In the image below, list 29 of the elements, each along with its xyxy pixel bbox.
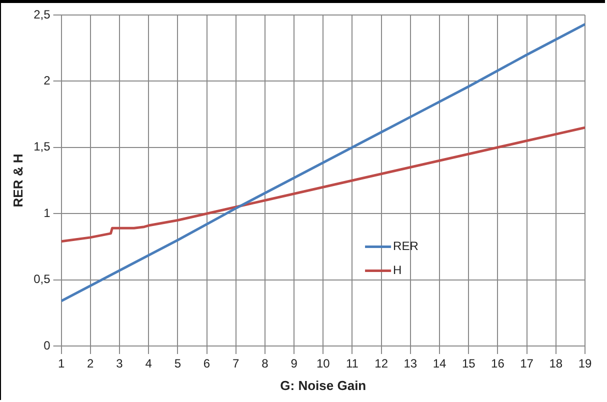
y-tick-label: 2 xyxy=(44,74,51,88)
y-tick-label: 0,5 xyxy=(34,272,51,286)
y-tick-label: 1,5 xyxy=(34,140,51,154)
x-tick-label: 9 xyxy=(290,356,298,371)
x-tick-label: 19 xyxy=(578,356,592,371)
legend-label: RER xyxy=(393,239,419,254)
x-tick-label: 8 xyxy=(262,356,269,371)
x-tick-label: 3 xyxy=(116,356,124,371)
x-tick-label: 10 xyxy=(316,356,330,371)
x-tick-label: 17 xyxy=(520,356,534,371)
y-tick-label: 0 xyxy=(44,338,51,352)
x-tick-label: 13 xyxy=(404,356,418,371)
legend-label: H xyxy=(393,263,402,278)
x-tick-label: 15 xyxy=(462,356,476,371)
x-tick-label: 2 xyxy=(87,356,94,371)
x-tick-label: 4 xyxy=(145,356,152,371)
y-axis-title: RER & H xyxy=(10,154,26,208)
y-tick-label: 1 xyxy=(44,206,51,220)
x-axis-title: G: Noise Gain xyxy=(280,378,366,393)
x-tick-label: 1 xyxy=(58,356,65,371)
x-tick-label: 11 xyxy=(346,356,359,371)
x-tick-label: 16 xyxy=(491,356,505,371)
x-tick-label: 12 xyxy=(374,356,388,371)
x-tick-label: 6 xyxy=(203,356,210,371)
y-tick-label: 2,5 xyxy=(34,7,51,22)
x-tick-label: 7 xyxy=(232,356,240,371)
x-tick-label: 5 xyxy=(174,356,182,371)
x-tick-label: 14 xyxy=(432,356,447,371)
x-tick-label: 18 xyxy=(549,356,563,371)
